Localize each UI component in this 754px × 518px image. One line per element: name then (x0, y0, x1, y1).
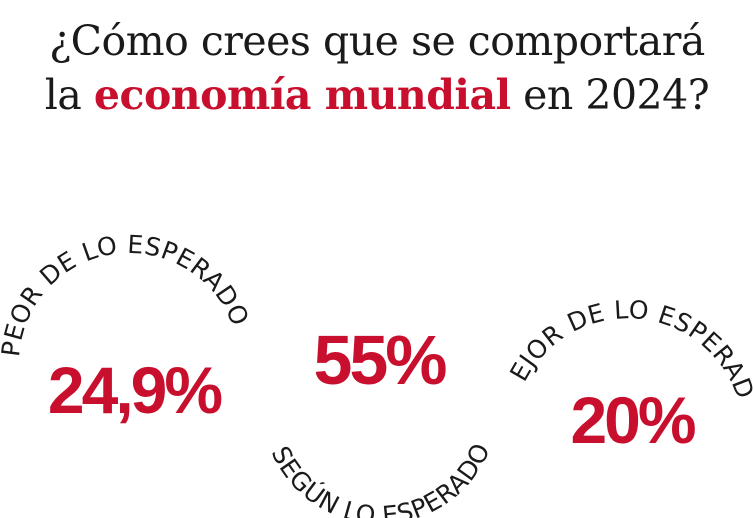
category-label-worse: PEOR DE LO ESPERADO (0, 230, 255, 358)
title-highlight: economía mundial (93, 71, 511, 119)
title-line-1: ¿Cómo crees que se comportará (49, 17, 705, 65)
value-label-better: 20% (570, 383, 694, 457)
chart-title: ¿Cómo crees que se comportará la economí… (0, 14, 754, 122)
value-label-worse: 24,9% (48, 353, 221, 427)
category-label-worse-text: PEOR DE LO ESPERADO (0, 230, 254, 358)
value-label-expected: 55% (313, 321, 446, 399)
title-line-2-start: la (44, 71, 94, 119)
category-label-expected-text: SEGÚN LO ESPERADO (266, 438, 496, 518)
category-label-expected: SEGÚN LO ESPERADO (266, 438, 496, 518)
title-line-2-end: en 2024? (510, 71, 710, 119)
